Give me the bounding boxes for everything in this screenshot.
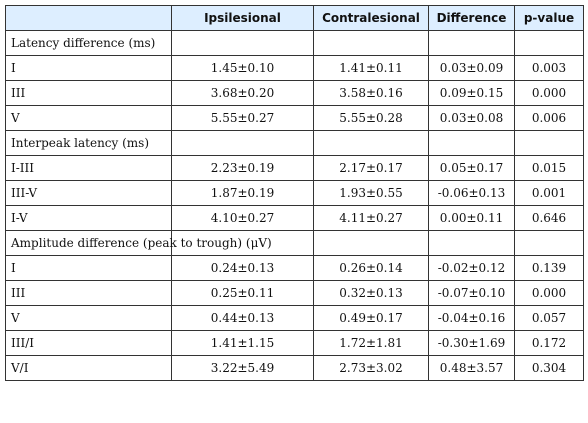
section-row-interpeak-latency: Interpeak latency (ms) [5, 130, 584, 156]
table-row: V 0.44±0.13 0.49±0.17 -0.04±0.16 0.057 [5, 305, 584, 331]
p-value: 0.006 [514, 105, 584, 131]
table-row: III 3.68±0.20 3.58±0.16 0.09±0.15 0.000 [5, 80, 584, 106]
contralesional-value: 1.72±1.81 [313, 330, 429, 356]
ipsilesional-value: 0.44±0.13 [171, 305, 314, 331]
p-value: 0.000 [514, 80, 584, 106]
table-row: I-III 2.23±0.19 2.17±0.17 0.05±0.17 0.01… [5, 155, 584, 181]
contralesional-value: 4.11±0.27 [313, 205, 429, 231]
p-value: 0.139 [514, 255, 584, 281]
contralesional-value: 2.73±3.02 [313, 355, 429, 381]
p-value: 0.304 [514, 355, 584, 381]
row-label: III [5, 280, 172, 306]
header-cell-difference: Difference [428, 5, 515, 31]
row-label: V [5, 105, 172, 131]
table-row: I-V 4.10±0.27 4.11±0.27 0.00±0.11 0.646 [5, 205, 584, 231]
difference-value: 0.00±0.11 [428, 205, 515, 231]
row-label: I-III [5, 155, 172, 181]
section-row-amplitude-difference: Amplitude difference (peak to trough) (μ… [5, 230, 584, 256]
results-table: Ipsilesional Contralesional Difference p… [5, 5, 584, 381]
row-label: III [5, 80, 172, 106]
table-row: V/I 3.22±5.49 2.73±3.02 0.48±3.57 0.304 [5, 355, 584, 381]
table-row: I 0.24±0.13 0.26±0.14 -0.02±0.12 0.139 [5, 255, 584, 281]
row-label: I [5, 55, 172, 81]
section-title: Latency difference (ms) [5, 30, 172, 56]
empty-cell [171, 130, 314, 156]
empty-cell [428, 30, 515, 56]
ipsilesional-value: 1.45±0.10 [171, 55, 314, 81]
table-header: Ipsilesional Contralesional Difference p… [5, 5, 584, 31]
table-row: III-V 1.87±0.19 1.93±0.55 -0.06±0.13 0.0… [5, 180, 584, 206]
contralesional-value: 5.55±0.28 [313, 105, 429, 131]
ipsilesional-value: 3.22±5.49 [171, 355, 314, 381]
difference-value: 0.48±3.57 [428, 355, 515, 381]
table-row: III/I 1.41±1.15 1.72±1.81 -0.30±1.69 0.1… [5, 330, 584, 356]
section-title: Interpeak latency (ms) [5, 130, 172, 156]
contralesional-value: 0.49±0.17 [313, 305, 429, 331]
ipsilesional-value: 1.41±1.15 [171, 330, 314, 356]
empty-cell [514, 30, 584, 56]
section-row-latency-difference: Latency difference (ms) [5, 30, 584, 56]
row-label: V [5, 305, 172, 331]
difference-value: -0.07±0.10 [428, 280, 515, 306]
difference-value: 0.03±0.08 [428, 105, 515, 131]
p-value: 0.003 [514, 55, 584, 81]
header-cell-contralesional: Contralesional [313, 5, 429, 31]
difference-value: -0.30±1.69 [428, 330, 515, 356]
difference-value: 0.05±0.17 [428, 155, 515, 181]
table-row: V 5.55±0.27 5.55±0.28 0.03±0.08 0.006 [5, 105, 584, 131]
p-value: 0.000 [514, 280, 584, 306]
difference-value: -0.02±0.12 [428, 255, 515, 281]
empty-cell [313, 30, 429, 56]
section-title: Amplitude difference (peak to trough) (μ… [5, 230, 272, 256]
difference-value: 0.09±0.15 [428, 80, 515, 106]
empty-cell [514, 130, 584, 156]
row-label: III-V [5, 180, 172, 206]
ipsilesional-value: 0.24±0.13 [171, 255, 314, 281]
row-label: V/I [5, 355, 172, 381]
difference-value: 0.03±0.09 [428, 55, 515, 81]
empty-cell [514, 230, 584, 256]
header-row: Ipsilesional Contralesional Difference p… [5, 5, 584, 31]
table-row: III 0.25±0.11 0.32±0.13 -0.07±0.10 0.000 [5, 280, 584, 306]
ipsilesional-value: 2.23±0.19 [171, 155, 314, 181]
ipsilesional-value: 4.10±0.27 [171, 205, 314, 231]
empty-cell [171, 30, 314, 56]
ipsilesional-value: 5.55±0.27 [171, 105, 314, 131]
p-value: 0.015 [514, 155, 584, 181]
p-value: 0.001 [514, 180, 584, 206]
contralesional-value: 0.32±0.13 [313, 280, 429, 306]
ipsilesional-value: 3.68±0.20 [171, 80, 314, 106]
ipsilesional-value: 0.25±0.11 [171, 280, 314, 306]
contralesional-value: 1.41±0.11 [313, 55, 429, 81]
empty-cell [313, 130, 429, 156]
contralesional-value: 1.93±0.55 [313, 180, 429, 206]
p-value: 0.172 [514, 330, 584, 356]
difference-value: -0.04±0.16 [428, 305, 515, 331]
table-row: I 1.45±0.10 1.41±0.11 0.03±0.09 0.003 [5, 55, 584, 81]
header-cell-ipsilesional: Ipsilesional [171, 5, 314, 31]
empty-cell [313, 230, 429, 256]
empty-cell [428, 230, 515, 256]
ipsilesional-value: 1.87±0.19 [171, 180, 314, 206]
table-body: Latency difference (ms) I 1.45±0.10 1.41… [5, 30, 584, 381]
p-value: 0.057 [514, 305, 584, 331]
p-value: 0.646 [514, 205, 584, 231]
header-cell-row-label [5, 5, 172, 31]
empty-cell [428, 130, 515, 156]
row-label: I-V [5, 205, 172, 231]
header-cell-p-value: p-value [514, 5, 584, 31]
row-label: I [5, 255, 172, 281]
difference-value: -0.06±0.13 [428, 180, 515, 206]
row-label: III/I [5, 330, 172, 356]
contralesional-value: 3.58±0.16 [313, 80, 429, 106]
contralesional-value: 0.26±0.14 [313, 255, 429, 281]
contralesional-value: 2.17±0.17 [313, 155, 429, 181]
